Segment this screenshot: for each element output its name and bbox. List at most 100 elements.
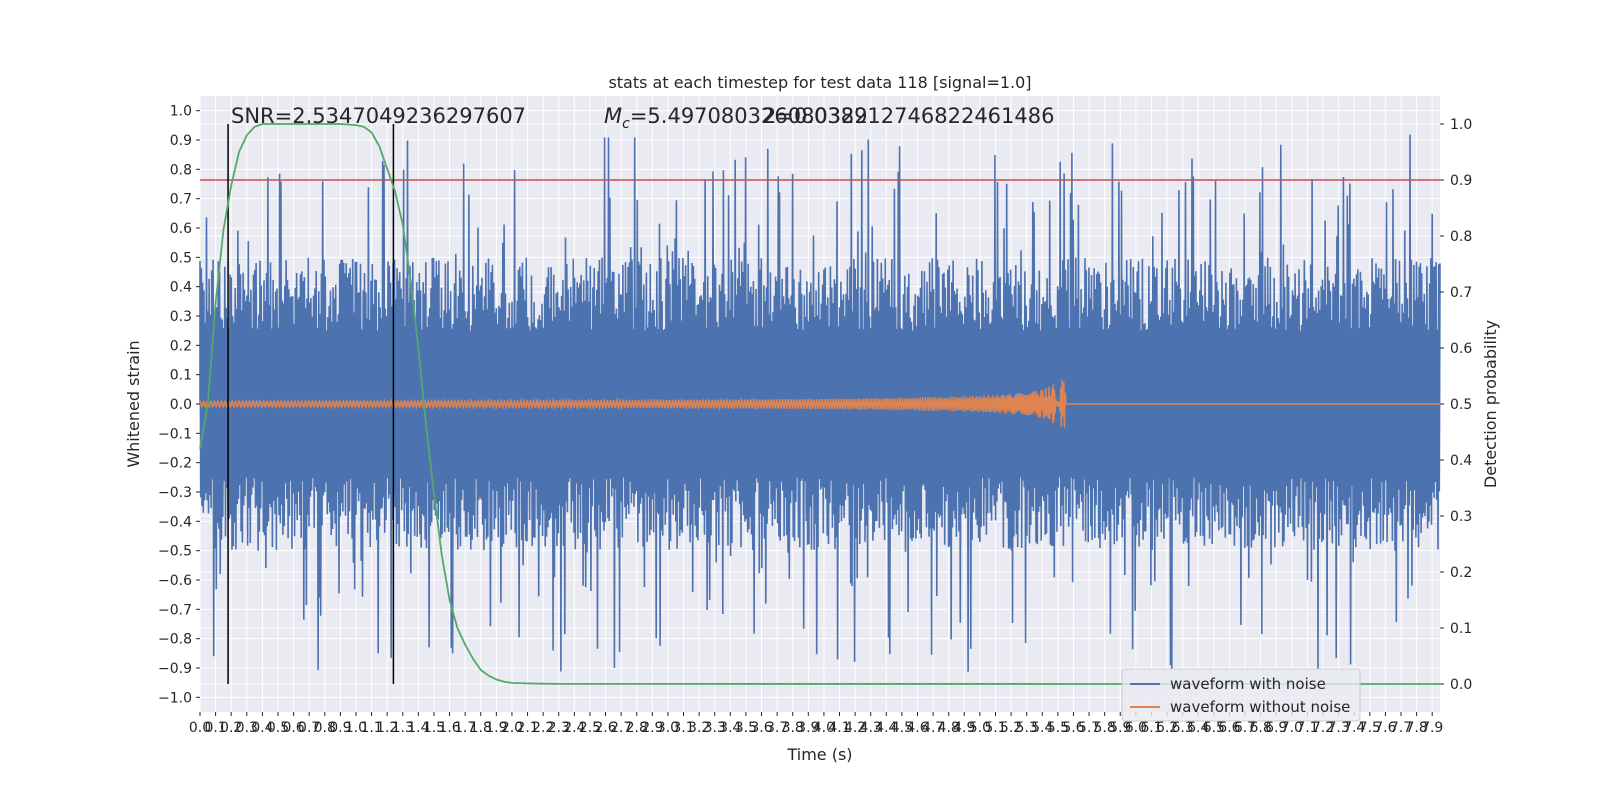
y-tick-label-left: −0.9 bbox=[158, 661, 192, 677]
x-tick-label: 1.3 bbox=[392, 720, 414, 736]
x-tick-label: 4.5 bbox=[891, 720, 913, 736]
x-tick-label: 6.7 bbox=[1234, 720, 1256, 736]
x-tick-label: 3.2 bbox=[688, 720, 710, 736]
y-tick-label-right: 0.1 bbox=[1450, 621, 1472, 637]
x-tick-label: 1.7 bbox=[454, 720, 476, 736]
x-tick-label: 7.2 bbox=[1312, 720, 1334, 736]
chirp-mass-subscript: c bbox=[622, 116, 630, 132]
y-tick-label-left: 0.6 bbox=[170, 221, 192, 237]
y-tick-label-left: −0.2 bbox=[158, 456, 192, 472]
x-tick-label: 5.5 bbox=[1047, 720, 1069, 736]
y-tick-label-left: −0.8 bbox=[158, 632, 192, 648]
legend: waveform with noise waveform without noi… bbox=[1121, 668, 1361, 722]
x-tick-label: 6.4 bbox=[1187, 720, 1209, 736]
x-tick-label: 1.8 bbox=[470, 720, 492, 736]
x-tick-label: 1.1 bbox=[360, 720, 382, 736]
y-tick-label-right: 0.6 bbox=[1450, 341, 1472, 357]
y-tick-label-left: 0.9 bbox=[170, 133, 192, 149]
y-axis-label-left: Whitened strain bbox=[124, 340, 143, 467]
x-tick-label: 3.7 bbox=[766, 720, 788, 736]
x-tick-label: 2.8 bbox=[626, 720, 648, 736]
x-tick-label: 2.2 bbox=[532, 720, 554, 736]
x-tick-label: 5.1 bbox=[984, 720, 1006, 736]
x-tick-label: 7.1 bbox=[1296, 720, 1318, 736]
x-tick-label: 2.4 bbox=[563, 720, 585, 736]
y-tick-label-left: −0.1 bbox=[158, 426, 192, 442]
x-axis-label: Time (s) bbox=[786, 745, 852, 764]
x-tick-label: 0.3 bbox=[236, 720, 258, 736]
overlay-lines bbox=[199, 123, 1441, 685]
x-tick-label: 3.0 bbox=[657, 720, 679, 736]
y-tick-label-left: 1.0 bbox=[170, 104, 192, 120]
y-tick-label-left: 0.0 bbox=[170, 397, 192, 413]
x-tick-label: 6.1 bbox=[1140, 720, 1162, 736]
x-tick-label: 0.9 bbox=[329, 720, 351, 736]
x-tick-label: 2.5 bbox=[579, 720, 601, 736]
x-tick-label: 3.1 bbox=[672, 720, 694, 736]
x-tick-label: 3.9 bbox=[797, 720, 819, 736]
x-tick-label: 0.7 bbox=[298, 720, 320, 736]
y-axis-label-right: Detection probability bbox=[1481, 320, 1500, 488]
y-tick-label-right: 0.5 bbox=[1450, 397, 1472, 413]
x-tick-label: 2.6 bbox=[594, 720, 616, 736]
x-tick-label: 0.5 bbox=[267, 720, 289, 736]
x-tick-label: 4.4 bbox=[875, 720, 897, 736]
x-tick-label: 0.0 bbox=[189, 720, 211, 736]
x-tick-label: 5.3 bbox=[1016, 720, 1038, 736]
x-tick-label: 4.1 bbox=[828, 720, 850, 736]
y-tick-label-right: 0.9 bbox=[1450, 173, 1472, 189]
x-tick-label: 0.1 bbox=[204, 720, 226, 736]
left-y-tick-labels: 1.0 0.9 0.8 0.7 0.6 0.5 0.4 0.3 0.2 0.1 0.0 −0.1 −0.… bbox=[158, 104, 200, 706]
x-tick-label: 6.9 bbox=[1265, 720, 1287, 736]
y-tick-label-left: −0.7 bbox=[158, 602, 192, 618]
x-tick-label: 0.6 bbox=[282, 720, 304, 736]
x-tick-label: 4.2 bbox=[844, 720, 866, 736]
x-tick-label: 4.0 bbox=[813, 720, 835, 736]
x-tick-label: 3.3 bbox=[704, 720, 726, 736]
x-tick-label: 1.6 bbox=[438, 720, 460, 736]
legend-label-noisy: waveform with noise bbox=[1170, 675, 1326, 693]
y-tick-label-left: 0.7 bbox=[170, 192, 192, 208]
x-tick-label: 3.5 bbox=[735, 720, 757, 736]
x-tick-label: 1.4 bbox=[407, 720, 429, 736]
y-tick-label-left: −0.4 bbox=[158, 514, 192, 530]
x-tick-label: 2.1 bbox=[516, 720, 538, 736]
chart-title: stats at each timestep for test data 118… bbox=[608, 73, 1031, 92]
x-tick-label: 3.8 bbox=[782, 720, 804, 736]
y-tick-label-left: 0.1 bbox=[170, 368, 192, 384]
x-tick-labels: 0.00.10.20.30.40.50.60.70.80.91.01.11.21… bbox=[189, 712, 1443, 736]
waveform-without-noise-line bbox=[199, 379, 1440, 428]
x-tick-label: 4.6 bbox=[906, 720, 928, 736]
legend-box bbox=[1121, 668, 1361, 722]
x-tick-label: 7.8 bbox=[1405, 720, 1427, 736]
y-tick-label-left: 0.8 bbox=[170, 162, 192, 178]
x-tick-label: 6.6 bbox=[1218, 720, 1240, 736]
chirp-mass-value: =5.497080326080322 bbox=[630, 104, 868, 128]
y-tick-label-left: −1.0 bbox=[158, 690, 192, 706]
chirp-mass-annotation: Mc=5.497080326080322 bbox=[604, 104, 868, 132]
x-tick-label: 6.2 bbox=[1156, 720, 1178, 736]
x-tick-label: 2.9 bbox=[641, 720, 663, 736]
x-tick-label: 6.8 bbox=[1249, 720, 1271, 736]
x-tick-label: 0.4 bbox=[251, 720, 273, 736]
x-tick-label: 2.0 bbox=[501, 720, 523, 736]
x-tick-label: 2.3 bbox=[548, 720, 570, 736]
y-tick-label-right: 0.0 bbox=[1450, 677, 1472, 693]
waveform-without-noise-series bbox=[199, 379, 1440, 428]
y-tick-label-left: 0.3 bbox=[170, 309, 192, 325]
x-tick-label: 7.4 bbox=[1343, 720, 1365, 736]
x-tick-label: 5.8 bbox=[1094, 720, 1116, 736]
legend-label-clean: waveform without noise bbox=[1170, 698, 1350, 716]
x-tick-label: 7.7 bbox=[1390, 720, 1412, 736]
x-tick-label: 7.9 bbox=[1421, 720, 1443, 736]
x-tick-label: 1.2 bbox=[376, 720, 398, 736]
y-tick-label-left: 0.4 bbox=[170, 280, 192, 296]
y-tick-label-right: 0.4 bbox=[1450, 453, 1472, 469]
x-tick-label: 6.0 bbox=[1125, 720, 1147, 736]
y-tick-label-right: 0.8 bbox=[1450, 229, 1472, 245]
detection-probability-line bbox=[199, 123, 1441, 685]
snr-annotation: SNR=2.5347049236297607 bbox=[231, 104, 526, 128]
y-tick-label-right: 0.2 bbox=[1450, 565, 1472, 581]
